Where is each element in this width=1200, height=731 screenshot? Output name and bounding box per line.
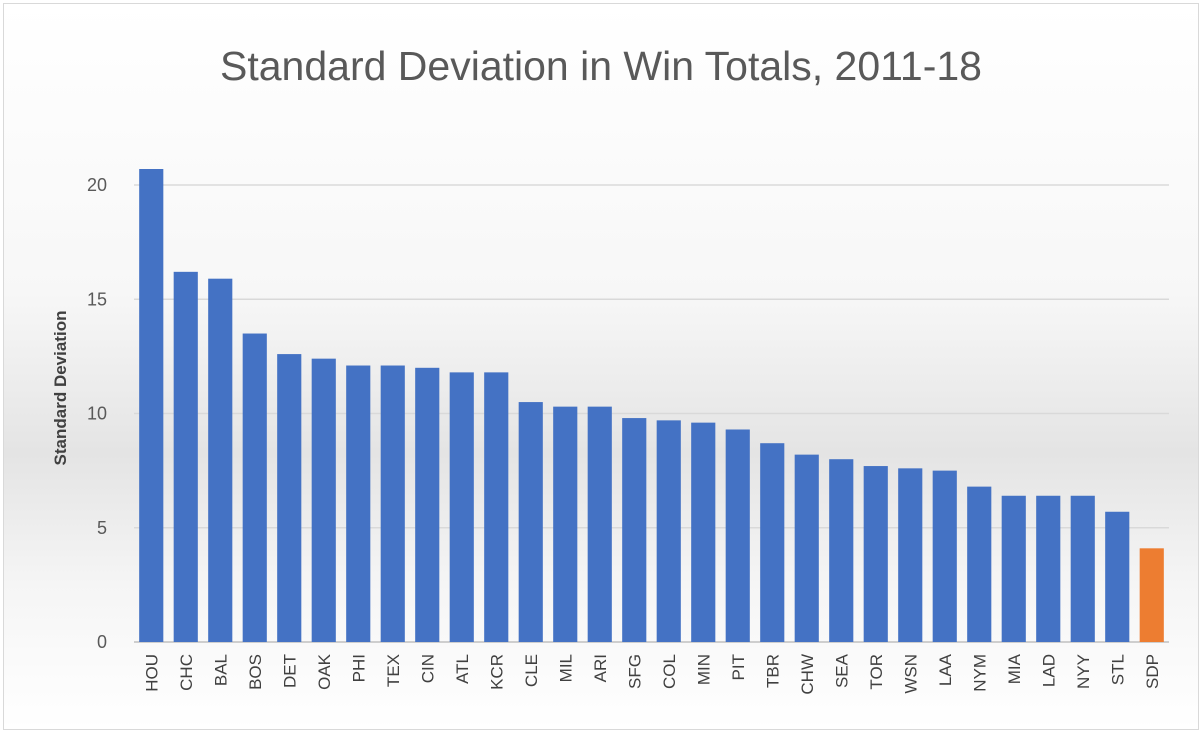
y-tick-label: 10 (87, 404, 107, 424)
chart-title: Standard Deviation in Win Totals, 2011-1… (220, 43, 982, 89)
bar-sfg (622, 418, 647, 642)
bar-ari (587, 406, 612, 642)
x-tick-label: NYY (1074, 654, 1093, 689)
x-tick-label: WSN (901, 654, 920, 694)
x-tick-label: TBR (763, 654, 782, 688)
x-tick-label: PIT (729, 654, 748, 680)
x-tick-label: ARI (591, 654, 610, 682)
bar-tbr (760, 443, 785, 642)
bar-nyy (1070, 495, 1095, 642)
x-tick-label: SEA (832, 653, 851, 688)
bar-chart: Standard Deviation in Win Totals, 2011-1… (51, 43, 1169, 695)
bar-mia (1001, 495, 1026, 642)
bar-laa (932, 470, 957, 642)
bar-chc (173, 271, 198, 642)
y-tick-label: 20 (87, 175, 107, 195)
bar-det (277, 354, 302, 642)
bar-chw (794, 454, 819, 642)
x-tick-labels: HOU CHC BAL BOS DET OAK PHI TEX CIN ATL KCR CLE MIL A… (142, 653, 1162, 694)
x-tick-label: BAL (211, 654, 230, 686)
bar-bal (208, 278, 233, 642)
bar-pit (725, 429, 750, 642)
gridlines (134, 184, 1169, 643)
bar-wsn (898, 468, 923, 642)
bar-tor (863, 466, 888, 642)
bar-hou (139, 169, 164, 642)
bar-oak (311, 358, 336, 642)
bars (139, 169, 1164, 642)
bar-col (656, 420, 681, 642)
bar-min (691, 422, 716, 642)
x-tick-label: CHC (177, 654, 196, 691)
bar-lad (1036, 495, 1061, 642)
x-tick-label: ATL (453, 654, 472, 684)
bar-stl (1105, 511, 1130, 642)
bar-atl (449, 372, 474, 642)
chart-container: Standard Deviation in Win Totals, 2011-1… (3, 3, 1199, 730)
x-tick-label: DET (280, 654, 299, 688)
bar-tex (380, 365, 405, 642)
x-tick-label: NYM (970, 654, 989, 692)
y-ticks: 0 5 10 15 20 (87, 175, 107, 652)
x-tick-label: STL (1108, 654, 1127, 685)
y-tick-label: 5 (97, 518, 107, 538)
x-tick-label: TEX (384, 654, 403, 687)
bar-kcr (484, 372, 509, 642)
bar-cle (518, 402, 543, 642)
y-axis-label: Standard Deviation (51, 311, 70, 466)
bar-bos (242, 333, 267, 642)
bar-sdp (1139, 548, 1164, 642)
x-tick-label: TOR (867, 654, 886, 690)
x-tick-label: CIN (418, 654, 437, 683)
x-tick-label: SDP (1143, 654, 1162, 689)
x-tick-label: MIA (1005, 653, 1024, 684)
x-tick-label: SFG (625, 654, 644, 689)
bar-cin (415, 367, 440, 642)
bar-mil (553, 406, 578, 642)
bar-nym (967, 486, 992, 642)
x-tick-label: KCR (487, 654, 506, 690)
x-tick-label: CLE (522, 654, 541, 687)
bar-phi (346, 365, 371, 642)
x-tick-label: MIL (556, 654, 575, 682)
x-tick-label: HOU (142, 654, 161, 692)
x-tick-label: CHW (798, 654, 817, 695)
x-tick-label: BOS (246, 654, 265, 690)
x-tick-label: LAD (1039, 654, 1058, 687)
x-tick-label: LAA (936, 653, 955, 686)
x-tick-label: COL (660, 654, 679, 689)
x-tick-label: OAK (315, 653, 334, 690)
x-tick-label: MIN (694, 654, 713, 685)
x-tick-label: PHI (349, 654, 368, 682)
y-tick-label: 0 (97, 632, 107, 652)
y-tick-label: 15 (87, 289, 107, 309)
bar-sea (829, 459, 854, 642)
